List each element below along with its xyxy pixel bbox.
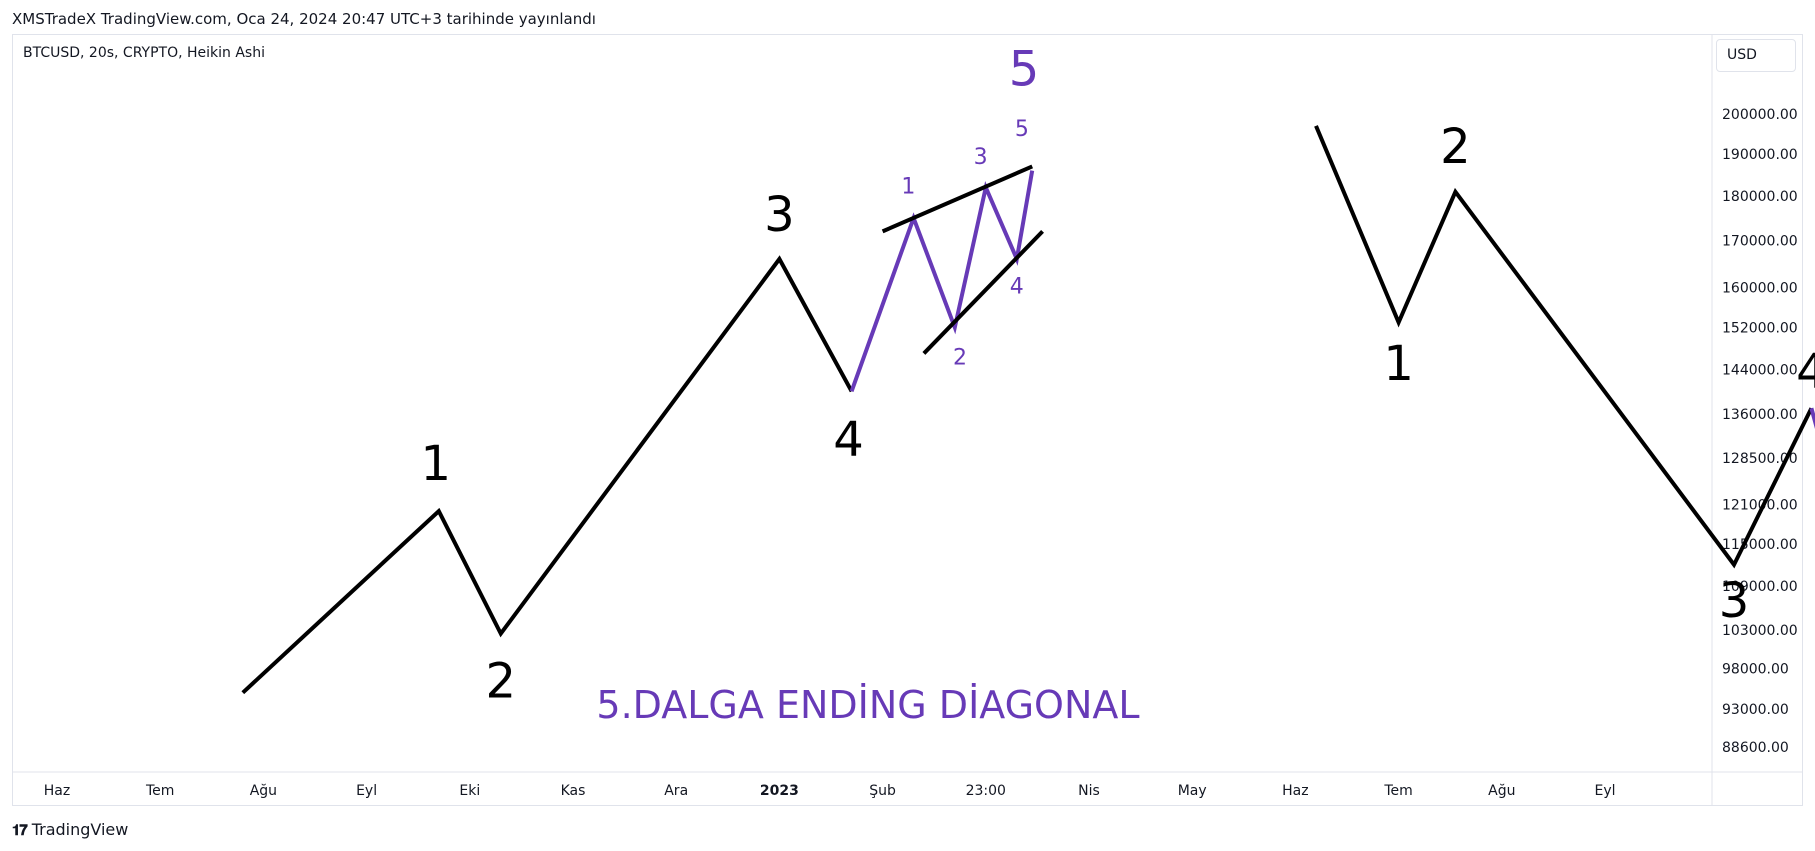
time-tick-label: Haz bbox=[44, 783, 70, 799]
price-tick-label: 152000.00 bbox=[1722, 320, 1798, 336]
time-tick-label: Eyl bbox=[1594, 783, 1615, 799]
time-tick-label: Kas bbox=[561, 783, 586, 799]
wave-label: 2 bbox=[953, 346, 967, 371]
trendlines bbox=[881, 164, 1044, 355]
price-tick-label: 93000.00 bbox=[1722, 702, 1789, 718]
time-tick-label: 2023 bbox=[760, 783, 799, 799]
time-axis[interactable]: Haz Tem Ağu Eyl Eki Kas Ara 2023 Şub 23:00 Nis May H… bbox=[44, 783, 1616, 799]
price-axis[interactable]: 200000.00 190000.00 180000.00 170000.00 1600… bbox=[1722, 107, 1798, 756]
time-tick-label: Ağu bbox=[250, 783, 277, 799]
price-tick-label: 109000.00 bbox=[1722, 579, 1798, 595]
wave-label: 2 bbox=[485, 654, 516, 710]
price-tick-label: 180000.00 bbox=[1722, 189, 1798, 205]
wave-label: 1 bbox=[901, 174, 915, 199]
time-tick-label: Ara bbox=[664, 783, 688, 799]
price-tick-label: 190000.00 bbox=[1722, 147, 1798, 163]
price-tick-label: 103000.00 bbox=[1722, 623, 1798, 639]
time-tick-label: Şub bbox=[869, 783, 896, 799]
wave-line[interactable] bbox=[1314, 125, 1814, 569]
wave-label: 1 bbox=[420, 436, 451, 492]
time-tick-label: 23:00 bbox=[966, 783, 1006, 799]
price-tick-label: 136000.00 bbox=[1722, 407, 1798, 423]
time-tick-label: Eyl bbox=[356, 783, 377, 799]
wave-label: 2 bbox=[1440, 119, 1471, 175]
tradingview-logo[interactable]: 𝟏𝟕 TradingView bbox=[12, 820, 128, 839]
wave-lines bbox=[241, 125, 1815, 695]
chart-frame bbox=[12, 34, 1803, 806]
wave-label: 4 bbox=[1796, 344, 1815, 400]
wave-line[interactable] bbox=[849, 170, 1035, 392]
wave-line[interactable] bbox=[1809, 407, 1815, 626]
price-tick-label: 160000.00 bbox=[1722, 281, 1798, 297]
wave-label: 1 bbox=[1383, 336, 1414, 392]
currency-selector[interactable]: USD bbox=[1716, 39, 1796, 72]
tradingview-logo-icon: 𝟏𝟕 bbox=[12, 820, 28, 839]
price-tick-label: 128500.00 bbox=[1722, 451, 1798, 467]
wave-label: 3 bbox=[764, 187, 795, 243]
wave-labels: 12341234551234123455 bbox=[420, 42, 1815, 710]
price-tick-label: 98000.00 bbox=[1722, 662, 1789, 678]
time-tick-label: Tem bbox=[145, 783, 174, 799]
wave-line[interactable] bbox=[241, 255, 854, 695]
diagonal-trendline[interactable] bbox=[881, 164, 1034, 234]
wave-label: 5 bbox=[1015, 117, 1029, 142]
published-info: XMSTradeX TradingView.com, Oca 24, 2024 … bbox=[12, 10, 596, 28]
time-tick-label: Haz bbox=[1282, 783, 1308, 799]
wave-label: 5 bbox=[1009, 42, 1040, 98]
price-tick-label: 121000.00 bbox=[1722, 498, 1798, 514]
time-tick-label: Ağu bbox=[1488, 783, 1515, 799]
price-tick-label: 115000.00 bbox=[1722, 537, 1798, 553]
price-tick-label: 200000.00 bbox=[1722, 107, 1798, 123]
price-tick-label: 144000.00 bbox=[1722, 362, 1798, 378]
wave-label: 4 bbox=[1010, 275, 1024, 300]
wave-label: 4 bbox=[833, 412, 864, 468]
time-tick-label: May bbox=[1178, 783, 1207, 799]
price-tick-label: 88600.00 bbox=[1722, 740, 1789, 756]
time-tick-label: Tem bbox=[1383, 783, 1412, 799]
symbol-info[interactable]: BTCUSD, 20s, CRYPTO, Heikin Ashi bbox=[23, 45, 265, 61]
price-tick-label: 170000.00 bbox=[1722, 233, 1798, 249]
diagonal-trendline[interactable] bbox=[922, 229, 1044, 355]
wave-label: 3 bbox=[1719, 573, 1750, 629]
chart-annotation: 5.DALGA ENDİNG DİAGONAL bbox=[596, 683, 1139, 727]
time-tick-label: Eki bbox=[459, 783, 480, 799]
wave-label: 3 bbox=[974, 145, 988, 170]
brand-name: TradingView bbox=[31, 820, 129, 839]
time-tick-label: Nis bbox=[1078, 783, 1100, 799]
